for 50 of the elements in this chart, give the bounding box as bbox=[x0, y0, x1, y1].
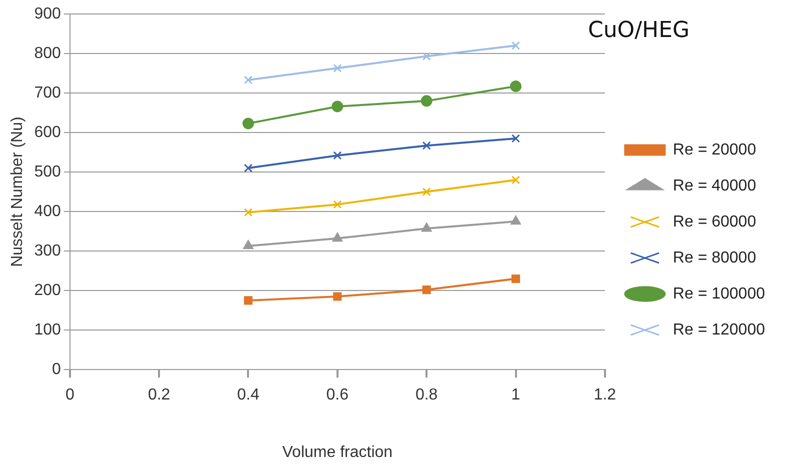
point bbox=[243, 240, 254, 250]
point bbox=[333, 151, 342, 160]
x-tick-label: 0.8 bbox=[415, 386, 438, 404]
y-tick-label: 0 bbox=[52, 361, 61, 378]
point bbox=[332, 100, 344, 112]
x-axis-title: Volume fraction bbox=[282, 444, 393, 461]
point bbox=[420, 95, 432, 107]
point bbox=[511, 176, 520, 184]
legend-label: Re = 60000 bbox=[672, 213, 756, 230]
y-tick-label: 700 bbox=[34, 84, 61, 102]
y-tick-label: 500 bbox=[34, 163, 61, 180]
x-tick-label: 0.4 bbox=[237, 386, 260, 404]
legend-label: Re = 20000 bbox=[672, 141, 756, 158]
point bbox=[422, 52, 431, 61]
x-tick-label: 1 bbox=[511, 386, 520, 404]
y-axis-title: Nusselt Number (Nu) bbox=[9, 116, 26, 267]
point bbox=[422, 188, 431, 196]
point bbox=[244, 76, 253, 84]
x-tick-label: 0 bbox=[65, 386, 74, 404]
y-tick-label: 800 bbox=[34, 44, 61, 62]
point bbox=[511, 41, 520, 50]
point bbox=[333, 200, 342, 209]
point bbox=[332, 232, 342, 242]
x-tick-label: 0.6 bbox=[326, 386, 349, 404]
y-tick-label: 300 bbox=[34, 242, 61, 260]
point bbox=[333, 64, 342, 72]
point bbox=[242, 118, 254, 130]
legend-label: Re = 40000 bbox=[672, 177, 756, 194]
y-tick-label: 100 bbox=[34, 321, 61, 338]
point bbox=[510, 216, 521, 225]
point bbox=[422, 286, 431, 294]
y-tick-label: 400 bbox=[34, 202, 61, 220]
point bbox=[422, 141, 431, 150]
legend-label: Re = 120000 bbox=[672, 321, 766, 338]
point bbox=[511, 134, 520, 143]
point bbox=[511, 274, 520, 284]
y-tick-label: 900 bbox=[34, 5, 61, 22]
point bbox=[510, 80, 522, 92]
point bbox=[333, 292, 342, 301]
legend-label: Re = 80000 bbox=[672, 249, 756, 266]
chart-title: CuO/HEG bbox=[588, 18, 690, 43]
point bbox=[244, 164, 253, 172]
x-tick-label: 1.2 bbox=[594, 386, 616, 404]
y-tick-label: 600 bbox=[34, 124, 61, 141]
legend-label: Re = 100000 bbox=[672, 285, 766, 302]
x-tick-label: 0.2 bbox=[148, 386, 170, 404]
y-tick-label: 200 bbox=[34, 282, 61, 299]
point bbox=[244, 296, 253, 305]
point bbox=[422, 222, 432, 232]
point bbox=[244, 208, 253, 217]
